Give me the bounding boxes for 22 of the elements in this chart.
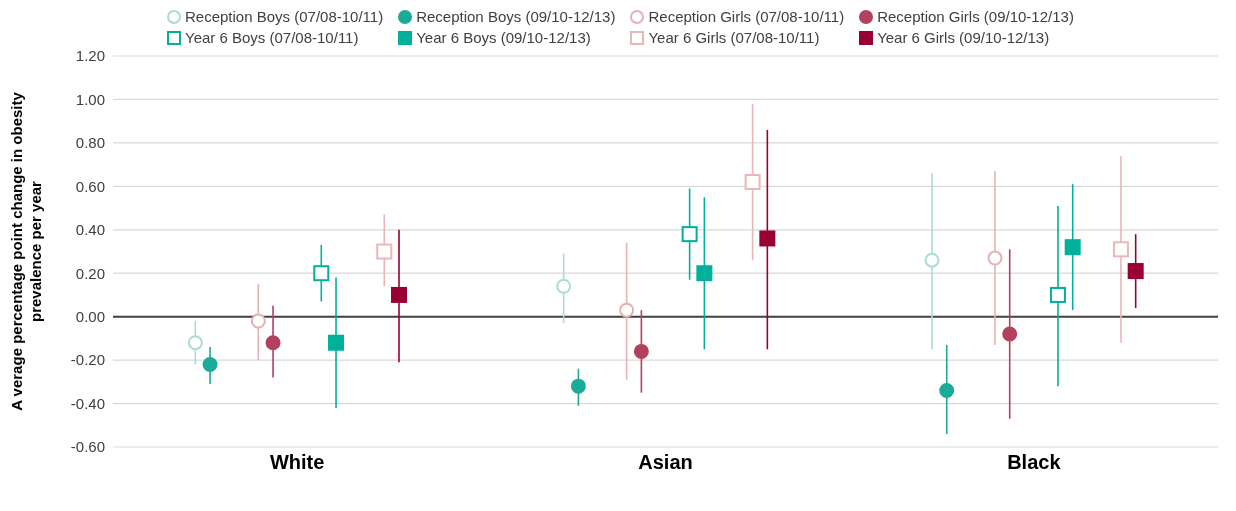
y-tick-label: 1.00 (75, 90, 105, 108)
legend-label: Year 6 Boys (07/08-10/11) (185, 29, 359, 46)
y-tick-label: -0.20 (70, 351, 105, 369)
y-tick-label: 0.60 (75, 177, 105, 195)
y-axis-title: A verage percentage point change in obesity prevalence per year (8, 91, 44, 411)
y-tick-label: 0.80 (75, 134, 105, 152)
legend-label: Reception Boys (09/10-12/13) (416, 8, 616, 25)
y-tick-label: 0.00 (75, 307, 105, 325)
y-tick-label: -0.60 (70, 438, 105, 456)
y-tick-label: -0.40 (70, 394, 105, 412)
legend-label: Year 6 Boys (09/10-12/13) (416, 29, 591, 46)
legend-label: Year 6 Girls (09/10-12/13) (877, 29, 1050, 46)
x-tick-label: Black (1007, 451, 1062, 474)
x-tick-label: Asian (638, 451, 693, 474)
y-tick-label: 1.20 (75, 47, 105, 65)
y-tick-label: 0.20 (75, 264, 105, 282)
x-tick-label: White (269, 451, 325, 474)
legend-label: Year 6 Girls (07/08-10/11) (648, 29, 820, 46)
legend-label: Reception Boys (07/08-10/11) (185, 8, 384, 25)
legend-label: Reception Girls (07/08-10/11) (648, 8, 845, 25)
legend-label: Reception Girls (09/10-12/13) (877, 8, 1074, 25)
y-tick-label: 0.40 (75, 221, 105, 239)
